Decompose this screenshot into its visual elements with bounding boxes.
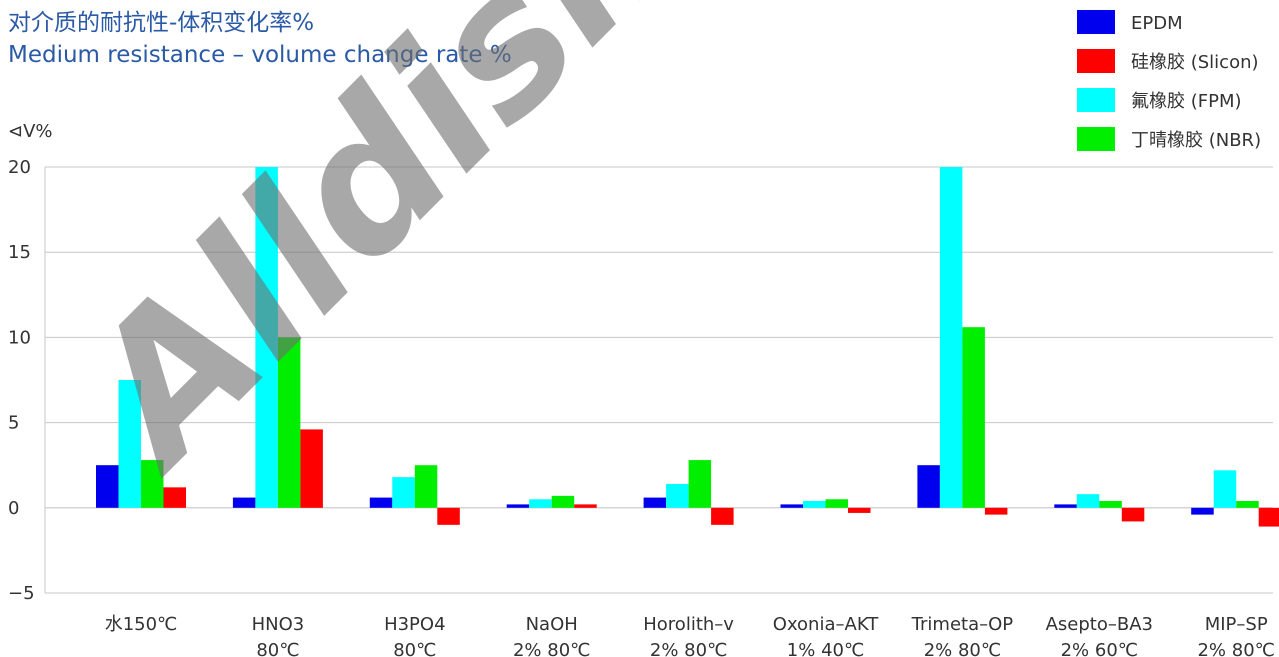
x-category-label: Horolith–v <box>643 614 734 635</box>
legend-swatch <box>1077 49 1115 73</box>
bar-slicon <box>300 429 323 508</box>
watermark: Alldism <box>36 0 760 511</box>
bar-nbr <box>1236 500 1259 508</box>
legend-label: 硅橡胶 (Slicon) <box>1131 52 1259 73</box>
bar-slicon <box>163 487 186 508</box>
x-category-label: MIP–SP <box>1205 614 1268 635</box>
y-tick-label: −5 <box>8 583 35 604</box>
watermark-text: Alldism <box>36 0 760 511</box>
bar-fpm <box>255 167 278 508</box>
y-axis-label: ⊲V% <box>8 121 53 142</box>
bar-nbr <box>825 499 848 508</box>
x-category-label: Oxonia–AKT <box>773 614 879 635</box>
bar-epdm <box>369 497 393 508</box>
bars-layer <box>96 167 1279 527</box>
bar-nbr <box>688 460 712 508</box>
x-category-label: HNO3 <box>252 614 305 635</box>
x-category-label: 2% 80℃ <box>924 640 1001 657</box>
x-category-label: H3PO4 <box>384 614 445 635</box>
y-tick-label: 10 <box>8 327 31 348</box>
legend: EPDM 硅橡胶 (Slicon) 氟橡胶 (FPM) 丁晴橡胶 (NBR) <box>1077 10 1261 151</box>
bar-slicon <box>1121 507 1145 522</box>
bar-epdm <box>917 465 940 508</box>
bar-epdm <box>506 504 530 508</box>
x-category-label: 80℃ <box>256 640 299 657</box>
legend-label: 丁晴橡胶 (NBR) <box>1131 130 1261 151</box>
bar-epdm <box>643 497 667 508</box>
bar-epdm <box>96 465 119 508</box>
legend-swatch <box>1077 88 1115 112</box>
x-category-label: NaOH <box>526 614 578 635</box>
bar-slicon <box>574 504 597 508</box>
bar-epdm <box>1191 507 1214 515</box>
y-tick-label: 0 <box>8 498 19 519</box>
y-tick-label: 20 <box>8 157 31 178</box>
y-ticks-layer: 20 15 10 5 0 −5 <box>8 157 35 604</box>
x-category-label: 80℃ <box>393 640 436 657</box>
chart-title: 对介质的耐抗性-体积变化率% <box>8 10 314 36</box>
legend-label: 氟橡胶 (FPM) <box>1131 91 1242 112</box>
grid-layer <box>44 166 1273 594</box>
bar-fpm <box>666 483 689 508</box>
bar-nbr <box>277 337 301 508</box>
bar-fpm <box>1213 470 1237 508</box>
bar-slicon <box>1258 507 1279 527</box>
bar-fpm <box>803 500 826 508</box>
bar-nbr <box>1099 500 1122 508</box>
bar-epdm <box>232 497 256 508</box>
bar-epdm <box>1054 504 1077 508</box>
bar-nbr <box>962 327 985 508</box>
x-categories-layer: 水150℃ HNO3 80℃ H3PO4 80℃ NaOH 2% 80℃ Horolith–v… <box>105 614 1275 657</box>
bar-slicon <box>437 507 460 525</box>
bar-fpm <box>392 477 415 508</box>
y-tick-label: 5 <box>8 413 19 434</box>
x-category-label: 1% 40℃ <box>787 640 864 657</box>
bar-fpm <box>529 499 552 508</box>
y-tick-label: 15 <box>8 242 31 263</box>
bar-nbr <box>141 460 164 508</box>
bar-epdm <box>780 504 803 508</box>
bar-slicon <box>984 507 1008 515</box>
x-category-label: 水150℃ <box>105 614 178 635</box>
bar-fpm <box>118 380 141 508</box>
chart-subtitle: Medium resistance – volume change rate % <box>8 42 512 68</box>
bar-slicon <box>848 507 871 513</box>
x-category-label: 2% 80℃ <box>1197 640 1274 657</box>
x-category-label: 2% 80℃ <box>650 640 727 657</box>
x-category-label: 2% 80℃ <box>513 640 590 657</box>
bar-fpm <box>939 167 963 508</box>
bar-slicon <box>711 507 734 525</box>
x-category-label: Asepto–BA3 <box>1046 614 1153 635</box>
bar-nbr <box>414 465 438 508</box>
x-category-label: 2% 60℃ <box>1061 640 1138 657</box>
bar-nbr <box>551 495 575 508</box>
legend-swatch <box>1077 10 1115 34</box>
legend-swatch <box>1077 127 1115 151</box>
legend-label: EPDM <box>1131 13 1183 34</box>
bar-fpm <box>1076 494 1100 508</box>
x-category-label: Trimeta–OP <box>911 614 1014 635</box>
